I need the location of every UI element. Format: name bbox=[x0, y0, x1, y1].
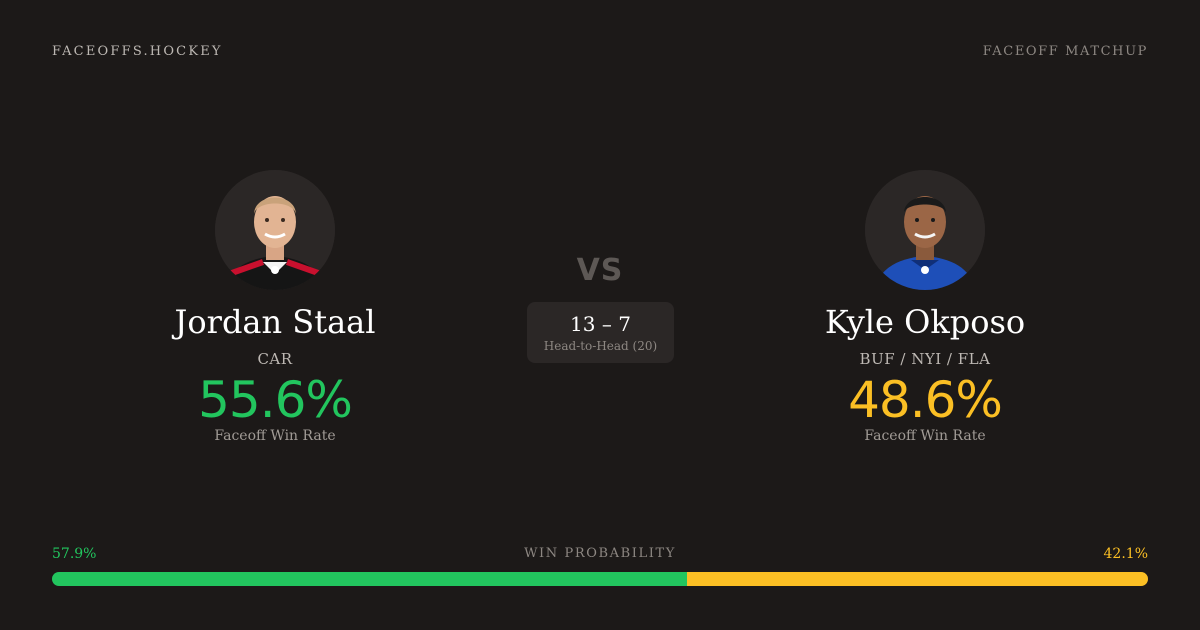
player-avatar-right bbox=[865, 170, 985, 290]
brand-logo[interactable]: FACEOFFS.HOCKEY bbox=[52, 44, 223, 59]
head-to-head-card: 13 – 7 Head-to-Head (20) bbox=[527, 302, 674, 363]
win-probability-left: 57.9% bbox=[52, 546, 97, 562]
player-photo-left bbox=[215, 170, 335, 290]
win-probability-bar-right bbox=[686, 572, 1148, 586]
head-to-head-score: 13 – 7 bbox=[570, 312, 631, 336]
player-name-right[interactable]: Kyle Okposo bbox=[824, 303, 1026, 341]
win-probability-bar-left bbox=[52, 572, 687, 586]
player-card-left: Jordan Staal CAR 55.6% Faceoff Win Rate bbox=[115, 170, 435, 444]
faceoff-win-rate-label-left: Faceoff Win Rate bbox=[214, 428, 336, 444]
player-avatar-left bbox=[215, 170, 335, 290]
win-probability-bar bbox=[52, 572, 1148, 586]
faceoff-win-rate-label-right: Faceoff Win Rate bbox=[864, 428, 986, 444]
win-probability-right: 42.1% bbox=[1103, 546, 1148, 562]
player-photo-right bbox=[865, 170, 985, 290]
faceoff-win-rate-right: 48.6% bbox=[848, 371, 1003, 429]
player-card-right: Kyle Okposo BUF / NYI / FLA 48.6% Faceof… bbox=[765, 170, 1085, 444]
player-team-right: BUF / NYI / FLA bbox=[859, 350, 991, 368]
player-team-left: CAR bbox=[257, 350, 293, 368]
head-to-head-label: Head-to-Head (20) bbox=[543, 339, 658, 353]
faceoff-win-rate-left: 55.6% bbox=[198, 371, 353, 429]
page-title: FACEOFF MATCHUP bbox=[982, 44, 1148, 59]
player-name-left[interactable]: Jordan Staal bbox=[174, 303, 376, 341]
win-probability-title: WIN PROBABILITY bbox=[524, 546, 676, 561]
vs-label: VS bbox=[576, 253, 624, 288]
